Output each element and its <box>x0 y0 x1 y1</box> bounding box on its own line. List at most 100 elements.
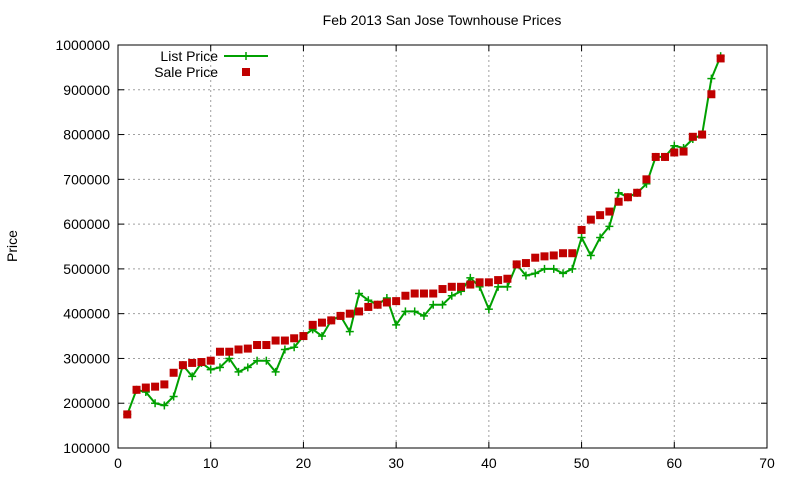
list-price-point <box>494 282 503 291</box>
sale-price-point <box>549 251 558 260</box>
sale-price-point <box>169 368 178 377</box>
list-price-point <box>160 401 169 410</box>
x-tick-label: 70 <box>759 455 775 471</box>
sale-price-point <box>475 278 484 287</box>
sale-price-point <box>392 297 401 306</box>
sale-price-point <box>355 307 364 316</box>
series <box>123 52 725 419</box>
sale-price-point <box>633 188 642 197</box>
y-tick-label: 800000 <box>63 127 110 143</box>
sale-price-point <box>688 132 697 141</box>
list-price-point <box>503 282 512 291</box>
sale-price-point <box>141 383 150 392</box>
list-price-point <box>243 363 252 372</box>
sale-price-point <box>308 320 317 329</box>
sale-price-point <box>290 334 299 343</box>
y-tick-label: 500000 <box>63 261 110 277</box>
sale-price-point <box>317 318 326 327</box>
list-price-point <box>234 367 243 376</box>
y-tick-label: 900000 <box>63 82 110 98</box>
sale-price-point <box>651 152 660 161</box>
list-price-point <box>215 363 224 372</box>
sale-price-point <box>132 385 141 394</box>
sale-price-point <box>568 249 577 258</box>
list-price-point <box>271 367 280 376</box>
sale-price-point <box>215 347 224 356</box>
list-price-point <box>466 273 475 282</box>
sale-price-point <box>457 282 466 291</box>
legend-sample-list-price <box>224 52 268 60</box>
sale-price-point <box>336 311 345 320</box>
list-price-point <box>355 289 364 298</box>
sale-price-point <box>670 148 679 157</box>
list-price-point <box>447 291 456 300</box>
sale-price-point <box>429 289 438 298</box>
sale-price-point <box>160 380 169 389</box>
sale-price-point <box>605 207 614 216</box>
sale-price-point <box>707 90 716 99</box>
list-price-point <box>280 345 289 354</box>
sale-price-point <box>642 175 651 184</box>
sale-price-point <box>345 309 354 318</box>
list-price-point <box>206 365 215 374</box>
sale-price-point <box>410 289 419 298</box>
legend-sample-sale-price <box>242 68 250 76</box>
list-price-point <box>614 188 623 197</box>
list-price-point <box>568 264 577 273</box>
list-price-point <box>596 233 605 242</box>
sale-price-point <box>494 276 503 285</box>
x-tick-label: 50 <box>574 455 590 471</box>
list-price-point <box>188 372 197 381</box>
list-price-point <box>419 311 428 320</box>
y-tick-label: 400000 <box>63 306 110 322</box>
sale-price-point <box>698 130 707 139</box>
sale-price-point <box>521 259 530 268</box>
sale-price-point <box>243 344 252 353</box>
legend-square-marker <box>242 68 250 76</box>
list-price-point <box>317 332 326 341</box>
sale-price-point <box>540 252 549 261</box>
list-price-point <box>169 392 178 401</box>
sale-price-point <box>512 260 521 269</box>
sale-price-point <box>484 278 493 287</box>
list-price-point <box>559 269 568 278</box>
sale-price-point <box>419 289 428 298</box>
sale-price-point <box>679 147 688 156</box>
sale-price-point <box>225 347 234 356</box>
sale-price-point <box>401 291 410 300</box>
x-tick-label: 20 <box>296 455 312 471</box>
y-tick-label: 600000 <box>63 216 110 232</box>
list-price-point <box>364 296 373 305</box>
list-price-point <box>401 307 410 316</box>
x-tick-label: 60 <box>666 455 682 471</box>
x-tick-label: 40 <box>481 455 497 471</box>
list-price-point <box>290 343 299 352</box>
sale-price-point <box>596 211 605 220</box>
sale-price-point <box>373 300 382 309</box>
sale-price-point <box>364 302 373 311</box>
sale-price-point <box>559 249 568 258</box>
legend-label-sale-price: Sale Price <box>154 64 218 80</box>
list-price-point <box>577 233 586 242</box>
sale-price-point <box>382 298 391 307</box>
axes: 0 10 20 30 40 50 60 70 100000 200000 300000 400000 5… <box>55 37 775 471</box>
list-price-point <box>345 327 354 336</box>
x-tick-label: 30 <box>388 455 404 471</box>
sale-price-point <box>271 336 280 345</box>
list-price-point <box>262 356 271 365</box>
sale-price-point <box>188 358 197 367</box>
sale-price-point <box>123 410 132 419</box>
sale-price-point <box>503 274 512 283</box>
y-tick-label: 300000 <box>63 350 110 366</box>
sale-price-point <box>623 193 632 202</box>
sale-price-point <box>577 225 586 234</box>
plot-frame <box>117 44 768 449</box>
list-price-point <box>521 271 530 280</box>
list-price-point <box>410 307 419 316</box>
list-price-point <box>670 141 679 150</box>
sale-price-point <box>253 341 262 350</box>
list-price-point <box>225 354 234 363</box>
y-tick-label: 200000 <box>63 395 110 411</box>
list-price-point <box>605 222 614 231</box>
